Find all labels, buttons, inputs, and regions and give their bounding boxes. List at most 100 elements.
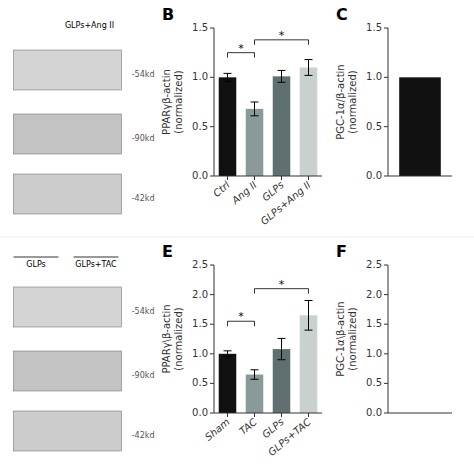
error-line xyxy=(281,338,282,359)
y-tick-label: 0.0 xyxy=(192,407,208,418)
y-tick xyxy=(210,413,214,414)
y-axis-label-line: (normalized) xyxy=(173,307,184,370)
error-line xyxy=(254,102,255,116)
x-tick xyxy=(227,176,228,180)
error-cap xyxy=(305,59,313,60)
error-cap xyxy=(251,379,259,380)
error-cap xyxy=(224,73,232,74)
y-tick xyxy=(384,126,388,127)
error-bar xyxy=(224,351,232,357)
y-tick xyxy=(210,353,214,354)
y-tick-label: 1.0 xyxy=(366,348,382,359)
y-tick-label: 0.5 xyxy=(192,377,208,388)
error-line xyxy=(227,73,228,81)
error-bar xyxy=(305,60,313,76)
bar-panel: **0.00.51.01.5CtrlAng IIGLPsGLPs+Ang IIP… xyxy=(161,5,322,227)
y-tick-label: 2.0 xyxy=(366,289,382,300)
group-overline xyxy=(74,257,119,258)
divider xyxy=(0,237,474,238)
y-tick-label: 1.5 xyxy=(366,22,382,33)
y-axis-line xyxy=(214,28,215,176)
blot-header: GLPs+Ang II xyxy=(65,21,114,30)
panel-label: C xyxy=(336,5,348,24)
error-line xyxy=(308,60,309,76)
x-tick xyxy=(281,413,282,417)
error-cap xyxy=(278,82,286,83)
y-axis-label-line: (normalized) xyxy=(347,70,358,133)
error-bar xyxy=(278,338,286,359)
y-tick-label: 0.0 xyxy=(366,407,382,418)
y-tick-label: 0.5 xyxy=(366,121,382,132)
error-cap xyxy=(278,359,286,360)
y-tick-label: 0.5 xyxy=(366,377,382,388)
error-line xyxy=(254,370,255,379)
blot-panel: GLPsGLPs+TAC-54kd-90kd-42kd xyxy=(14,257,155,451)
y-tick-label: 0.0 xyxy=(192,170,208,181)
band-label: -54kd xyxy=(132,307,155,316)
error-cap xyxy=(251,369,259,370)
y-tick xyxy=(384,413,388,414)
y-tick-label: 0.5 xyxy=(192,121,208,132)
y-tick xyxy=(210,126,214,127)
x-tick-label: Ctrl xyxy=(211,179,232,199)
bar xyxy=(273,76,291,176)
significance-label: * xyxy=(238,310,244,323)
y-tick-label: 1.5 xyxy=(192,22,208,33)
y-axis-label-line: (normalized) xyxy=(347,307,358,370)
plot-area xyxy=(399,77,441,176)
error-cap xyxy=(224,356,232,357)
y-axis-line xyxy=(388,28,389,176)
y-axis-label: PGC-1α\β-actin(normalized) xyxy=(335,301,358,376)
y-tick-label: 2.5 xyxy=(192,259,208,270)
blot-band xyxy=(14,114,122,154)
bar-panel: **0.00.51.01.52.02.5ShamTACGLPsGLPs+TACP… xyxy=(161,242,322,458)
error-cap xyxy=(278,70,286,71)
x-tick-label: Ang II xyxy=(229,179,259,206)
panel-label: E xyxy=(162,242,173,261)
y-tick-label: 1.0 xyxy=(192,348,208,359)
x-tick xyxy=(254,413,255,417)
bar xyxy=(399,77,441,176)
x-axis-line xyxy=(214,413,322,414)
error-bar xyxy=(305,301,313,331)
y-tick xyxy=(384,324,388,325)
error-bar xyxy=(278,70,286,82)
y-axis-label: PGC-1α/β-actin(normalized) xyxy=(335,64,358,139)
y-axis-label-line: PGC-1α/β-actin xyxy=(335,64,346,139)
y-tick xyxy=(210,294,214,295)
error-cap xyxy=(224,350,232,351)
x-axis-line xyxy=(388,413,452,414)
y-tick xyxy=(210,28,214,29)
bar xyxy=(300,67,318,176)
error-cap xyxy=(305,330,313,331)
bar xyxy=(219,354,237,413)
blot-band xyxy=(14,411,122,451)
x-tick-label: GLPs+TAC xyxy=(266,416,313,458)
x-axis-line xyxy=(388,176,452,177)
error-cap xyxy=(305,75,313,76)
error-cap xyxy=(305,300,313,301)
y-tick xyxy=(210,324,214,325)
y-tick xyxy=(210,77,214,78)
y-axis-label-line: PGC-1α\β-actin xyxy=(335,301,346,376)
band-label: -90kd xyxy=(132,134,155,143)
group-label: GLPs xyxy=(26,260,46,269)
y-axis-line xyxy=(388,265,389,413)
y-tick xyxy=(384,353,388,354)
x-tick xyxy=(254,176,255,180)
y-axis-label-line: PPARγ\β-actin xyxy=(161,304,172,373)
x-tick-label: GLPs+Ang II xyxy=(259,179,313,227)
y-tick xyxy=(210,176,214,177)
x-tick-label: Sham xyxy=(203,416,232,443)
y-tick xyxy=(384,28,388,29)
y-tick xyxy=(210,265,214,266)
group-label: GLPs+TAC xyxy=(75,260,117,269)
bar-panel: 0.00.51.01.5PGC-1α/β-actin(normalized)C xyxy=(335,5,452,181)
x-tick xyxy=(281,176,282,180)
error-cap xyxy=(224,81,232,82)
x-axis-line xyxy=(214,176,322,177)
y-tick xyxy=(384,294,388,295)
blot-band xyxy=(14,50,122,90)
bar xyxy=(246,109,264,176)
bar-panel: 0.00.51.01.52.02.5PGC-1α\β-actin(normali… xyxy=(335,242,452,418)
